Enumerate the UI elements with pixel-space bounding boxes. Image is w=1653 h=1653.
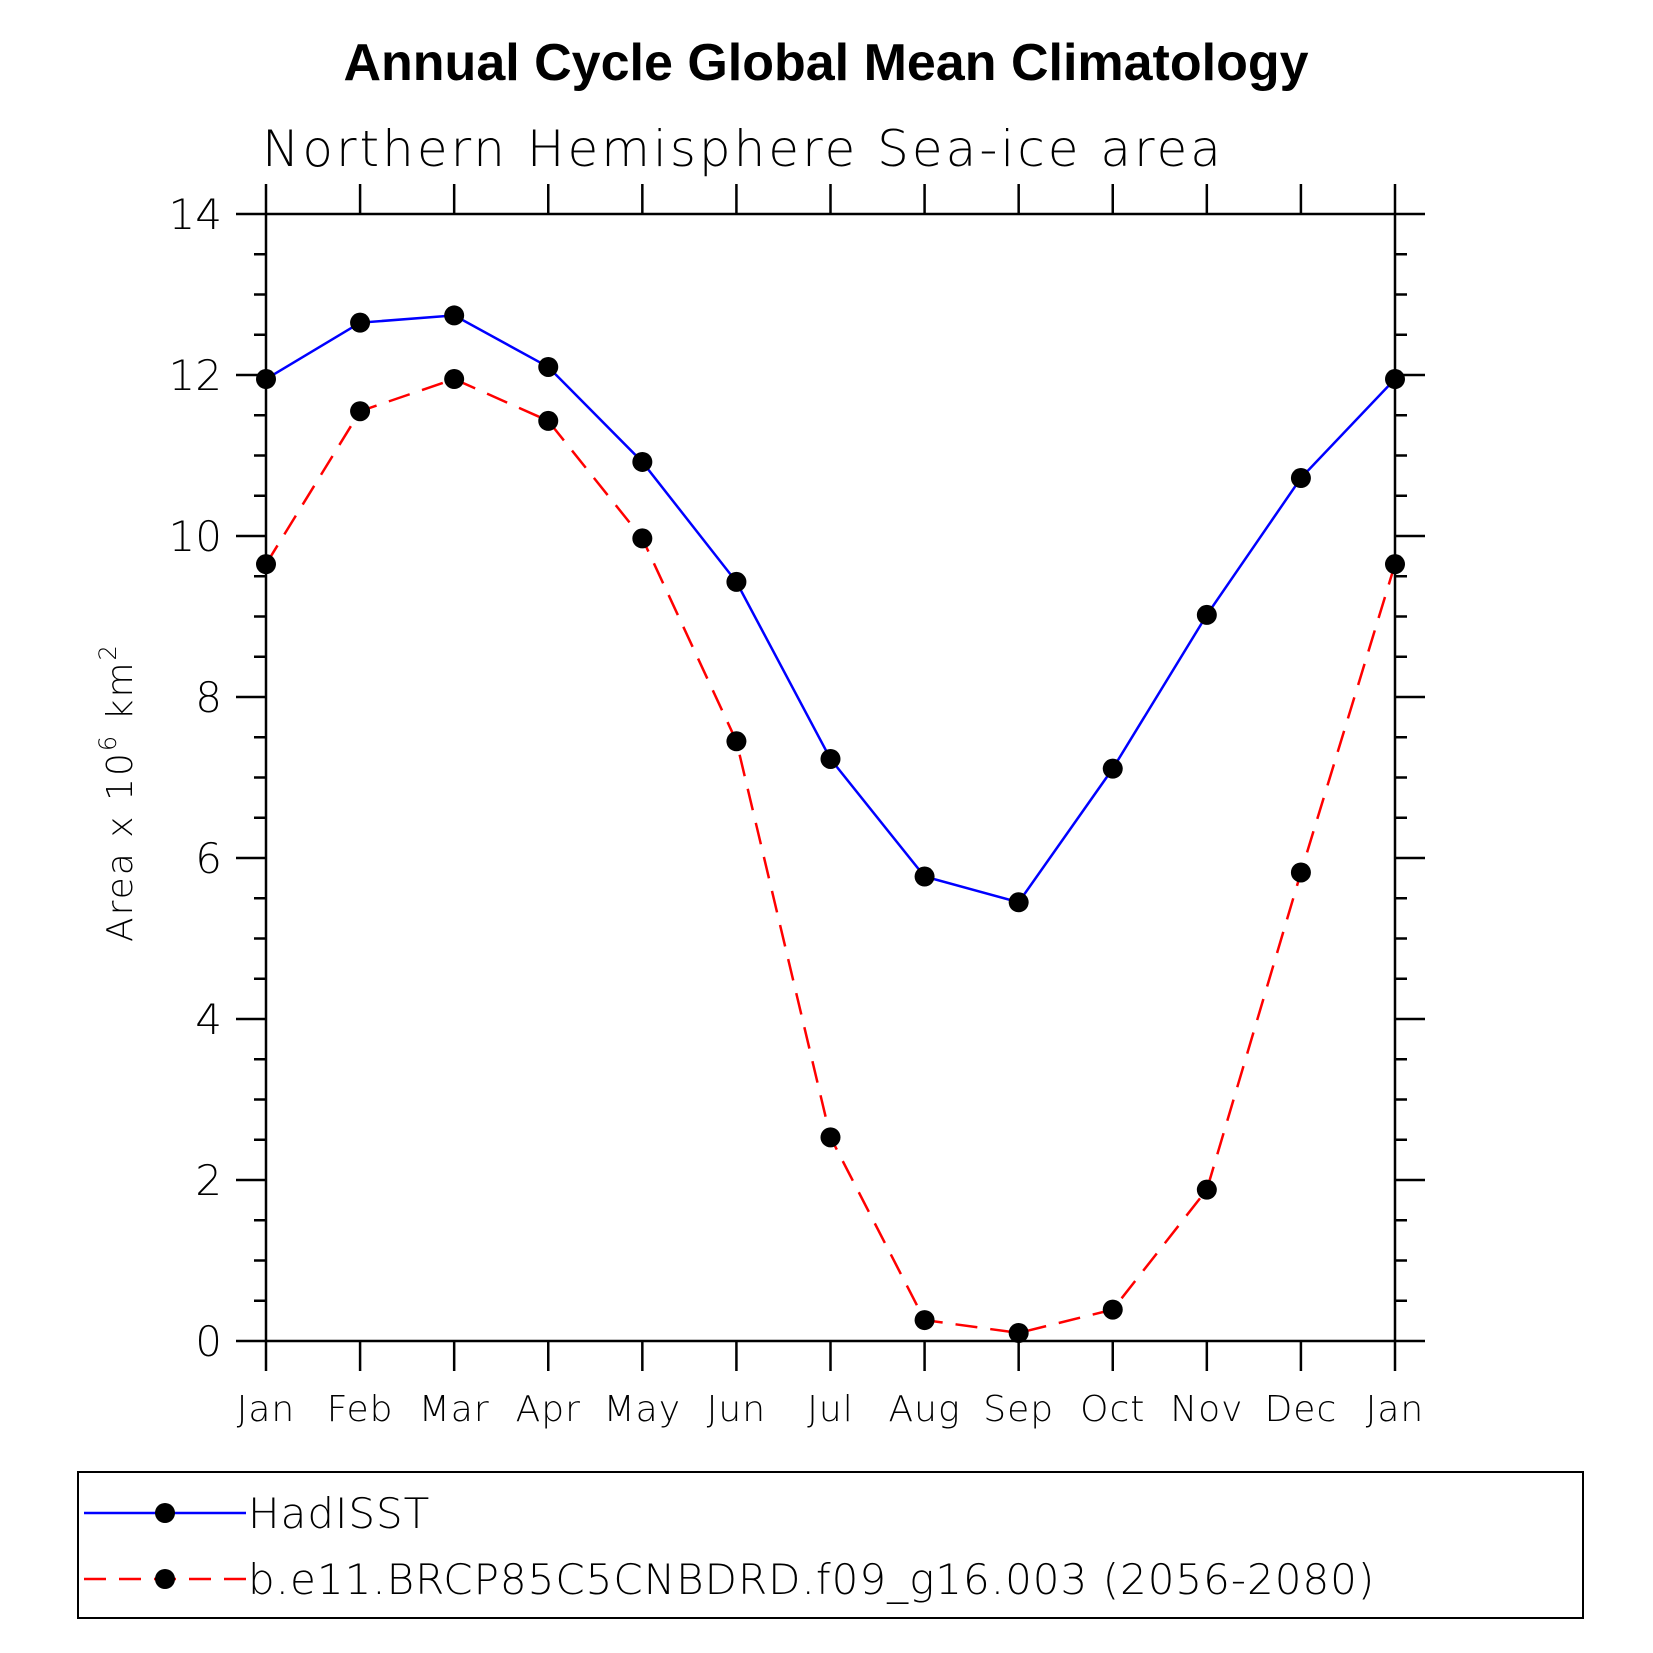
x-tick-label: Nov <box>1170 1389 1243 1430</box>
series-1-point <box>1008 892 1029 913</box>
series-line-1 <box>265 314 1396 904</box>
legend-label-1: HadISST <box>248 1489 430 1538</box>
svg-text:Area x 106 km2: Area x 106 km2 <box>94 643 141 942</box>
chart-subtitle: Northern Hemisphere Sea-ice area <box>262 120 1224 178</box>
series-2-point <box>820 1127 841 1148</box>
x-tick-label: Mar <box>419 1389 490 1430</box>
series-2-point <box>350 401 371 422</box>
x-tick-label: Apr <box>516 1389 581 1430</box>
series-1-point <box>1385 369 1405 390</box>
legend-marker-2 <box>155 1569 175 1589</box>
series-1-point <box>1102 758 1123 779</box>
series-2-point <box>538 410 559 431</box>
x-tick-label: Dec <box>1265 1389 1338 1430</box>
y-tick-label: 14 <box>169 190 222 239</box>
series-line-2 <box>264 377 1397 1335</box>
series-1-point <box>632 451 653 472</box>
y-axis-label-text: Area x 10 <box>100 751 141 942</box>
y-axis-label: Area x 106 km2 <box>94 643 141 942</box>
series-2-point <box>1102 1299 1123 1320</box>
series-2-point <box>1196 1179 1217 1200</box>
y-tick-label: 10 <box>169 512 222 561</box>
series-1-point <box>256 369 276 390</box>
x-tick-label: Sep <box>983 1389 1054 1430</box>
y-axis-label-unit: km <box>100 660 141 720</box>
series-2-point <box>726 731 747 752</box>
x-tick-label: Jun <box>707 1389 766 1430</box>
legend-label-2: b.e11.BRCP85C5CNBDRD.f09_g16.003 (2056-2… <box>248 1555 1375 1604</box>
series-1-point <box>538 356 559 377</box>
y-tick-label: 2 <box>195 1156 222 1205</box>
series-1-point <box>1290 468 1311 489</box>
legend: HadISST b.e11.BRCP85C5CNBDRD.f09_g16.003 … <box>77 1471 1584 1619</box>
series-1-point <box>1196 604 1217 625</box>
x-tick-label: Aug <box>889 1389 961 1430</box>
y-axis-label-exponent: 6 <box>94 734 122 751</box>
y-tick-label: 4 <box>195 995 222 1044</box>
y-tick-label: 12 <box>169 351 222 400</box>
series-1-point <box>820 748 841 769</box>
series-2-point <box>914 1310 935 1331</box>
axes: 0 2 4 6 8 10 12 14 Jan Feb Mar Apr May Jun Jul Aug Sep Oc… <box>169 184 1425 1430</box>
y-axis-label-unit-exponent: 2 <box>94 643 122 660</box>
y-tick-label: 8 <box>195 673 222 722</box>
series-1-point <box>914 866 935 887</box>
y-tick-label: 6 <box>195 834 222 883</box>
x-tick-label: Jul <box>807 1389 853 1430</box>
chart-title: Annual Cycle Global Mean Climatology <box>343 34 1308 92</box>
series-1-point <box>726 571 747 592</box>
series-2-point <box>632 528 653 549</box>
series-2-point <box>1008 1322 1029 1343</box>
x-tick-label: Jan <box>237 1389 296 1430</box>
series-1-point <box>444 305 465 326</box>
series-2-point <box>1290 862 1311 883</box>
series-2-point <box>1385 554 1405 575</box>
series-2-point <box>444 369 465 390</box>
x-tick-label: May <box>604 1389 681 1430</box>
series-2-point <box>256 554 276 575</box>
series-1-point <box>350 312 371 333</box>
x-tick-label: Jan <box>1366 1389 1425 1430</box>
x-tick-label: Feb <box>327 1389 394 1430</box>
series-layer <box>256 305 1405 1343</box>
x-tick-label: Oct <box>1080 1389 1145 1430</box>
legend-marker-1 <box>155 1503 175 1523</box>
legend-box <box>77 1471 1584 1619</box>
y-tick-label: 0 <box>195 1317 222 1366</box>
